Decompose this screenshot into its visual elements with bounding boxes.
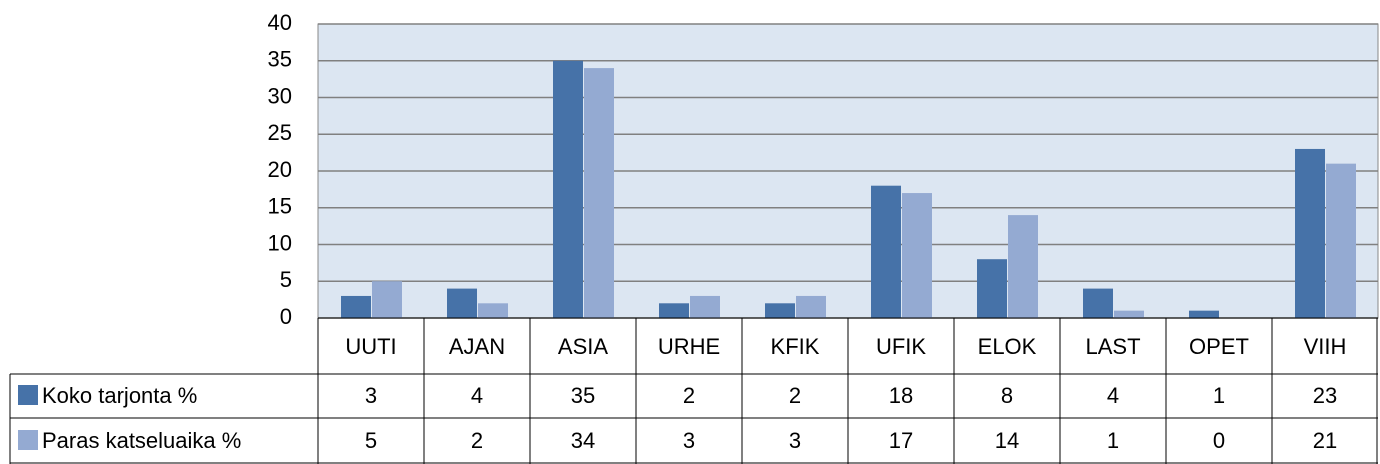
bar	[690, 295, 720, 318]
x-tick-label: KFIK	[771, 334, 820, 359]
table-value: 1	[1213, 383, 1225, 408]
bar	[1189, 310, 1219, 318]
x-tick-label: LAST	[1085, 334, 1140, 359]
x-tick-label: AJAN	[449, 334, 505, 359]
table-value: 3	[789, 428, 801, 453]
table-value: 4	[1107, 383, 1119, 408]
table-value: 1	[1107, 428, 1119, 453]
table-value: 35	[571, 383, 595, 408]
x-tick-label: URHE	[658, 334, 720, 359]
y-tick-label: 5	[280, 267, 292, 292]
bar	[871, 185, 901, 318]
bar	[478, 303, 508, 318]
bar	[1008, 215, 1038, 318]
legend-label: Paras katseluaika %	[42, 428, 241, 453]
bar	[584, 68, 614, 318]
bar	[1114, 310, 1144, 318]
x-tick-label: OPET	[1189, 334, 1249, 359]
table-value: 2	[683, 383, 695, 408]
bar	[553, 60, 583, 318]
table-value: 2	[789, 383, 801, 408]
x-tick-label: VIIH	[1304, 334, 1347, 359]
table-value: 2	[471, 428, 483, 453]
bar	[977, 259, 1007, 318]
table-value: 34	[571, 428, 595, 453]
y-tick-label: 10	[268, 230, 292, 255]
y-tick-label: 15	[268, 194, 292, 219]
legend-swatch	[18, 430, 38, 450]
y-tick-label: 20	[268, 157, 292, 182]
table-value: 17	[889, 428, 913, 453]
x-tick-label: ELOK	[978, 334, 1037, 359]
table-value: 4	[471, 383, 483, 408]
y-tick-label: 40	[268, 10, 292, 35]
bar	[765, 303, 795, 318]
y-tick-label: 30	[268, 83, 292, 108]
table-value: 18	[889, 383, 913, 408]
y-tick-label: 0	[280, 304, 292, 329]
table-value: 23	[1313, 383, 1337, 408]
legend-label: Koko tarjonta %	[42, 383, 197, 408]
table-value: 3	[365, 383, 377, 408]
bar	[796, 295, 826, 318]
legend-swatch	[18, 385, 38, 405]
y-tick-label: 35	[268, 47, 292, 72]
bar	[1083, 288, 1113, 318]
bar	[1326, 163, 1356, 318]
bar	[341, 295, 371, 318]
x-tick-label: UFIK	[876, 334, 926, 359]
bar	[659, 303, 689, 318]
x-tick-label: ASIA	[558, 334, 608, 359]
bar	[902, 193, 932, 318]
table-value: 14	[995, 428, 1019, 453]
y-tick-label: 25	[268, 120, 292, 145]
table-value: 5	[365, 428, 377, 453]
x-tick-label: UUTI	[345, 334, 396, 359]
table-value: 0	[1213, 428, 1225, 453]
bar	[1295, 148, 1325, 318]
table-value: 3	[683, 428, 695, 453]
bar	[372, 281, 402, 318]
table-value: 21	[1313, 428, 1337, 453]
table-value: 8	[1001, 383, 1013, 408]
bar	[447, 288, 477, 318]
